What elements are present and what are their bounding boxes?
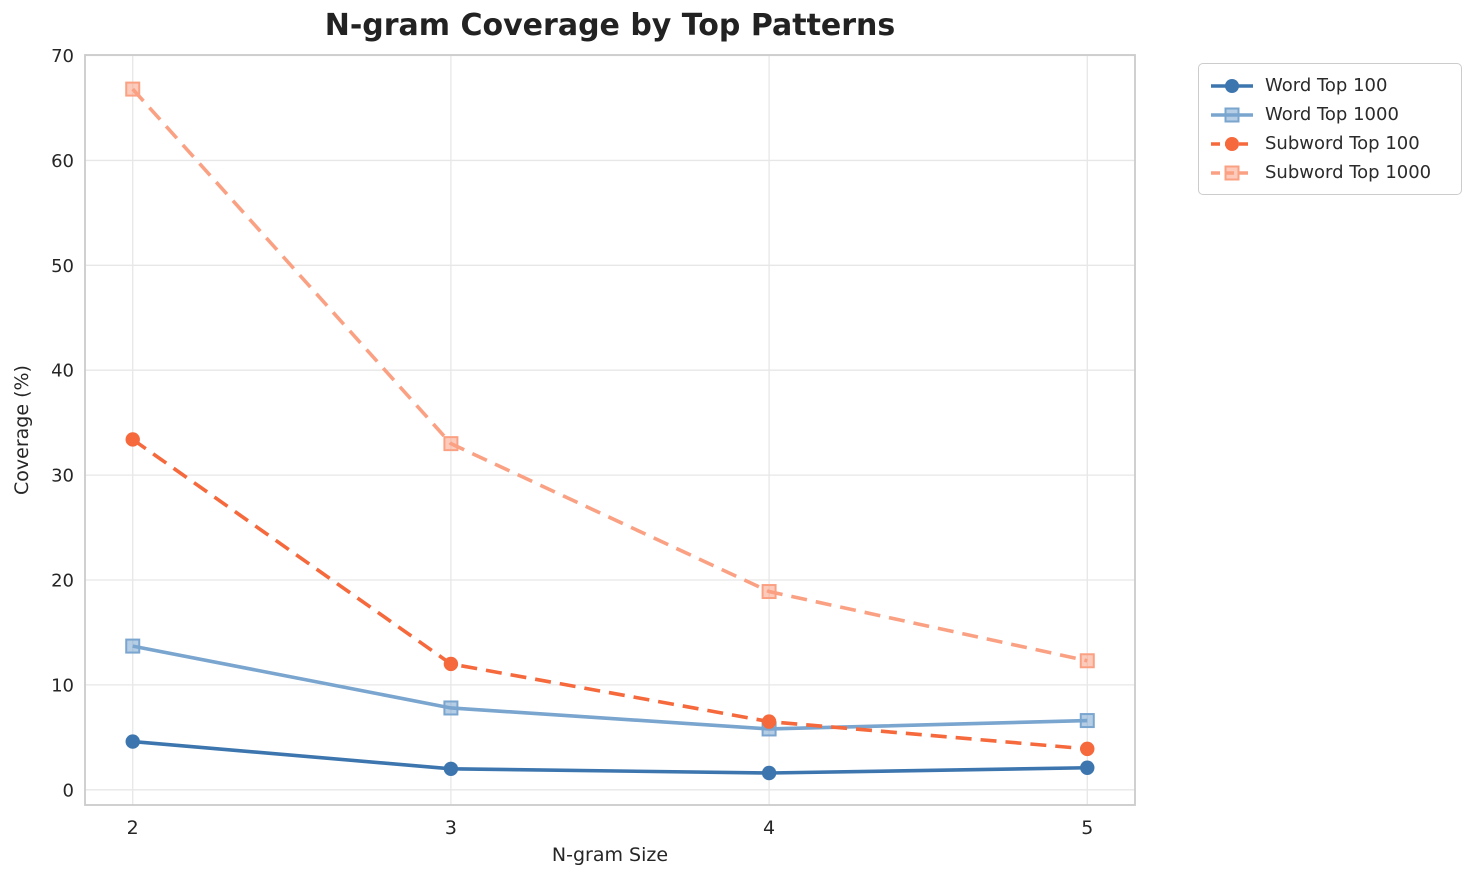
marker-subword-top-1000: [125, 81, 141, 97]
marker-subword-top-100: [1080, 741, 1095, 757]
legend-swatch-line-icon: [1211, 165, 1253, 180]
marker-subword-top-1000: [1079, 653, 1095, 669]
legend-label: Subword Top 1000: [1265, 162, 1432, 183]
marker-word-top-100: [125, 734, 140, 749]
marker-subword-top-100: [443, 656, 459, 672]
legend: Word Top 100 Word Top 1000 Subword Top 1…: [1198, 63, 1462, 195]
y-tick-label: 10: [51, 675, 74, 696]
legend-item-subword-top-1000: Subword Top 1000: [1209, 158, 1449, 187]
legend-swatch-line-icon: [1211, 78, 1253, 93]
legend-label: Word Top 100: [1265, 75, 1388, 96]
plot-background: [85, 55, 1135, 805]
y-axis-label: Coverage (%): [11, 365, 34, 495]
y-tick-label: 40: [51, 361, 74, 382]
legend-item-subword-top-100: Subword Top 100: [1209, 129, 1449, 158]
series-line-subword-top-100: [131, 437, 1088, 751]
marker-word-top-1000: [443, 700, 459, 716]
legend-item-word-top-1000: Word Top 1000: [1209, 100, 1449, 129]
y-tick-label: 50: [51, 256, 74, 277]
x-tick-label: 5: [1081, 817, 1093, 839]
marker-word-top-100: [761, 765, 777, 781]
legend-item-word-top-100: Word Top 100: [1209, 71, 1449, 100]
marker-subword-top-1000: [443, 436, 459, 452]
marker-word-top-100: [1080, 760, 1095, 775]
legend-swatch-line-icon: [1211, 136, 1253, 151]
y-tick-label: 30: [51, 466, 74, 487]
y-tick-label: 0: [63, 780, 74, 801]
x-tick-label: 3: [445, 817, 457, 839]
legend-swatch-line-icon: [1211, 107, 1253, 122]
series-line-subword-top-1000: [131, 87, 1088, 663]
y-axis-label-wrap: Coverage (%): [0, 55, 44, 805]
y-tick-label: 60: [51, 151, 74, 172]
x-axis-label: N-gram Size: [551, 844, 669, 866]
legend-label: Subword Top 100: [1265, 133, 1420, 154]
legend-label: Word Top 1000: [1265, 104, 1399, 125]
y-tick-label: 20: [51, 571, 74, 592]
x-tick-label: 4: [763, 817, 775, 839]
plot-frame: [84, 54, 1136, 806]
marker-subword-top-1000: [761, 584, 777, 600]
marker-word-top-100: [443, 761, 459, 777]
series-line-word-top-100: [132, 739, 1088, 775]
marker-word-top-1000: [1079, 713, 1095, 729]
marker-subword-top-100: [761, 714, 777, 729]
x-tick-label: 2: [127, 817, 139, 839]
marker-word-top-1000: [125, 638, 141, 654]
chart-title: N-gram Coverage by Top Patterns: [324, 8, 896, 43]
series-line-word-top-1000: [132, 644, 1088, 731]
marker-subword-top-100: [125, 432, 140, 447]
y-tick-label: 70: [51, 46, 74, 67]
